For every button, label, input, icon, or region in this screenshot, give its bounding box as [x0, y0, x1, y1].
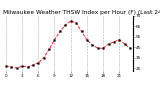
- Text: Milwaukee Weather THSW Index per Hour (F) (Last 24 Hours): Milwaukee Weather THSW Index per Hour (F…: [3, 10, 160, 15]
